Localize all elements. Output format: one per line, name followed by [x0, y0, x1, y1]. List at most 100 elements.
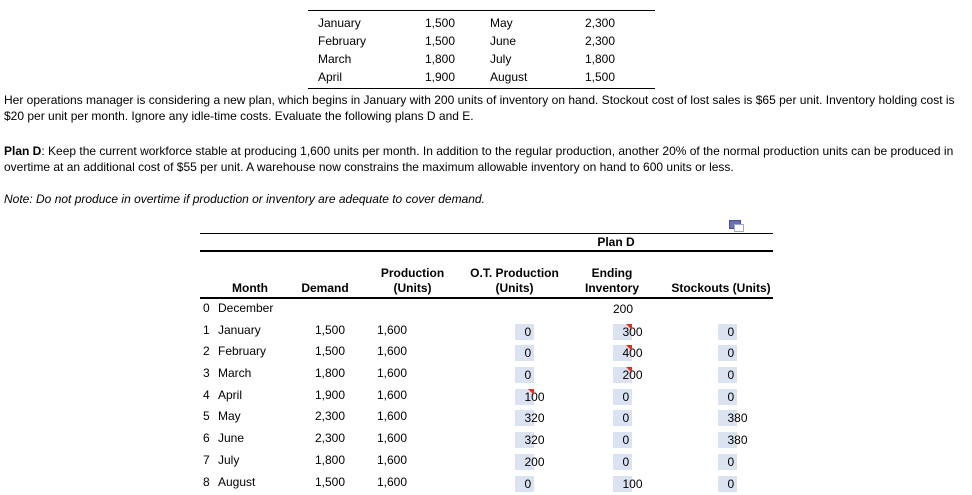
- answer-value: 0: [525, 477, 532, 492]
- demand-summary-row: January 1,500 May 2,300: [318, 14, 655, 32]
- month-label: June: [455, 34, 560, 48]
- row-index: 8: [203, 475, 215, 490]
- comment-flag-icon: [528, 389, 534, 395]
- production-cell: 1,600: [343, 475, 407, 490]
- answer-cell-ot-production[interactable]: 320: [515, 432, 534, 448]
- ending-inventory-static-value: 200: [613, 302, 633, 317]
- production-cell: 1,600: [343, 366, 407, 381]
- demand-summary-row: February 1,500 June 2,300: [318, 32, 655, 50]
- month-label: February: [318, 34, 413, 48]
- table-row: 3 March 1,800 1,600 0 200 0: [200, 365, 778, 387]
- table-row: 4 April 1,900 1,600 100 0 0: [200, 387, 778, 409]
- answer-value: 0: [525, 325, 532, 340]
- answer-cell-stockouts[interactable]: 0: [718, 389, 737, 405]
- answer-cell-stockouts[interactable]: 0: [718, 345, 737, 361]
- answer-value: 380: [728, 411, 748, 426]
- demand-cell: 1,500: [278, 475, 345, 490]
- answer-cell-ending-inventory[interactable]: 0: [613, 389, 632, 405]
- month-label: January: [318, 16, 413, 30]
- answer-cell-ending-inventory[interactable]: 0: [613, 454, 632, 470]
- column-header-stockouts: Stockouts (Units): [665, 281, 777, 296]
- intro-paragraph: Her operations manager is considering a …: [4, 92, 968, 124]
- demand-summary-row: March 1,800 July 1,800: [318, 50, 655, 68]
- row-index: 1: [203, 323, 215, 338]
- plan-d-paragraph: Plan D: Keep the current workforce stabl…: [4, 143, 968, 175]
- answer-cell-ot-production[interactable]: 0: [515, 367, 534, 383]
- answer-value: 0: [728, 346, 735, 361]
- answer-cell-ot-production[interactable]: 200: [515, 454, 534, 470]
- table-row: 1 January 1,500 1,600 0 300 0: [200, 322, 778, 344]
- column-header-month: Month: [210, 281, 290, 296]
- answer-cell-ot-production[interactable]: 320: [515, 410, 534, 426]
- answer-cell-ending-inventory[interactable]: 300: [613, 324, 632, 340]
- demand-value: 1,800: [560, 52, 615, 66]
- month-label: March: [318, 52, 413, 66]
- row-index: 0: [203, 301, 215, 316]
- answer-cell-ot-production[interactable]: 0: [515, 476, 534, 492]
- demand-cell: 1,800: [278, 366, 345, 381]
- production-cell: 1,600: [343, 453, 407, 468]
- answer-value: 0: [525, 346, 532, 361]
- demand-value: 1,500: [413, 34, 455, 48]
- month-label: May: [455, 16, 560, 30]
- plan-d-table-title: Plan D: [576, 235, 656, 249]
- answer-cell-ot-production[interactable]: 0: [515, 345, 534, 361]
- answer-cell-stockouts[interactable]: 380: [718, 410, 737, 426]
- column-header-ot-production: O.T. Production(Units): [462, 266, 567, 296]
- row-index: 6: [203, 431, 215, 446]
- answer-cell-stockouts[interactable]: 0: [718, 324, 737, 340]
- answer-value: 100: [623, 477, 643, 492]
- production-cell: 1,600: [343, 388, 407, 403]
- answer-value: 0: [525, 368, 532, 383]
- plan-d-table-body: 0 December 200 1 January 1,500 1,600 0 3…: [200, 300, 778, 495]
- answer-cell-ending-inventory[interactable]: 0: [613, 410, 632, 426]
- answer-value: 0: [728, 325, 735, 340]
- note-paragraph: Note: Do not produce in overtime if prod…: [4, 191, 968, 207]
- row-month: December: [218, 301, 273, 316]
- column-header-demand: Demand: [285, 281, 365, 296]
- answer-value: 320: [525, 433, 545, 448]
- row-index: 4: [203, 388, 215, 403]
- answer-cell-stockouts[interactable]: 380: [718, 432, 737, 448]
- demand-cell: 1,800: [278, 453, 345, 468]
- answer-value: 0: [623, 433, 630, 448]
- demand-value: 2,300: [560, 34, 615, 48]
- demand-value: 1,900: [413, 70, 455, 84]
- answer-cell-ot-production[interactable]: 0: [515, 324, 534, 340]
- row-month: July: [218, 453, 239, 468]
- answer-value: 0: [623, 411, 630, 426]
- demand-value: 1,500: [560, 70, 615, 84]
- month-label: July: [455, 52, 560, 66]
- month-label: August: [455, 70, 560, 84]
- comment-flag-icon: [626, 367, 632, 373]
- demand-cell: 1,500: [278, 344, 345, 359]
- answer-value: 380: [728, 433, 748, 448]
- answer-cell-stockouts[interactable]: 0: [718, 454, 737, 470]
- answer-value: 200: [525, 455, 545, 470]
- answer-cell-stockouts[interactable]: 0: [718, 367, 737, 383]
- comment-flag-icon: [626, 324, 632, 330]
- answer-cell-ending-inventory[interactable]: 100: [613, 476, 632, 492]
- table-row: 6 June 2,300 1,600 320 0 380: [200, 430, 778, 452]
- answer-cell-ot-production[interactable]: 100: [515, 389, 534, 405]
- demand-summary-table: January 1,500 May 2,300 February 1,500 J…: [308, 10, 655, 89]
- plan-d-text: : Keep the current workforce stable at p…: [4, 144, 953, 174]
- answer-value: 0: [728, 390, 735, 405]
- row-month: April: [218, 388, 242, 403]
- answer-value: 320: [525, 411, 545, 426]
- demand-cell: 2,300: [278, 431, 345, 446]
- row-month: February: [218, 344, 266, 359]
- answer-cell-ending-inventory[interactable]: 0: [613, 432, 632, 448]
- answer-value: 0: [728, 477, 735, 492]
- answer-cell-ending-inventory[interactable]: 200: [613, 367, 632, 383]
- answer-cell-ending-inventory[interactable]: 400: [613, 345, 632, 361]
- answer-cell-stockouts[interactable]: 0: [718, 476, 737, 492]
- plan-d-label: Plan D: [4, 144, 41, 158]
- table-row: 7 July 1,800 1,600 200 0 0: [200, 452, 778, 474]
- comment-flag-icon: [626, 345, 632, 351]
- production-cell: 1,600: [343, 431, 407, 446]
- answer-value: 0: [728, 455, 735, 470]
- row-index: 7: [203, 453, 215, 468]
- table-row: 8 August 1,500 1,600 0 100 0: [200, 474, 778, 495]
